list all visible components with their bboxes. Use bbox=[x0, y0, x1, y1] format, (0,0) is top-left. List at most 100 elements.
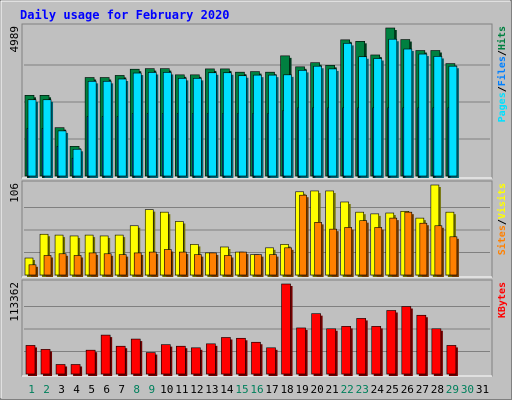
day-label: 16 bbox=[250, 383, 263, 396]
panel-legend: KBytes bbox=[497, 282, 508, 318]
bar-kbytes bbox=[176, 345, 186, 375]
chart-title: Daily usage for February 2020 bbox=[20, 8, 230, 22]
bar-sites bbox=[344, 227, 352, 276]
day-label: 21 bbox=[326, 383, 339, 396]
bar-sites bbox=[163, 249, 172, 276]
bar-kbytes bbox=[100, 334, 111, 375]
bar-sites bbox=[103, 253, 112, 276]
bar-sites bbox=[419, 222, 428, 276]
y-axis-max-label: 113362 bbox=[8, 282, 21, 322]
bar-pages bbox=[223, 72, 232, 177]
panel-visits-sites: 106 Sites/Visits bbox=[8, 180, 508, 278]
day-label: 6 bbox=[103, 383, 110, 396]
bar-pages bbox=[403, 48, 413, 177]
bar-kbytes bbox=[326, 328, 336, 375]
bar-pages bbox=[373, 58, 383, 177]
bar-kbytes bbox=[25, 345, 36, 375]
bar-sites bbox=[329, 228, 337, 276]
day-label: 17 bbox=[265, 383, 278, 396]
bar-kbytes bbox=[416, 314, 427, 375]
day-label: 14 bbox=[220, 383, 234, 396]
bar-kbytes bbox=[431, 328, 442, 375]
y-axis-max-label: 106 bbox=[8, 183, 21, 203]
bar-sites bbox=[224, 255, 232, 276]
bar-pages bbox=[178, 78, 187, 177]
x-axis-day-labels: 1 2 3 4 5 6 7 8 9 10 11 12 13 14 15 16 17 18 19 20 21 22 23 24 2… bbox=[28, 383, 489, 396]
bar-kbytes bbox=[341, 326, 351, 375]
day-label: 19 bbox=[295, 383, 308, 396]
bar-kbytes bbox=[191, 347, 201, 375]
bar-sites bbox=[28, 264, 37, 276]
bar-kbytes bbox=[251, 341, 261, 375]
bar-pages bbox=[238, 75, 247, 177]
day-label: 3 bbox=[58, 383, 65, 396]
bar-pages bbox=[448, 65, 458, 177]
bar-pages bbox=[253, 74, 262, 177]
bar-pages bbox=[132, 72, 142, 177]
bar-sites bbox=[133, 252, 142, 276]
legend-hits: Hits bbox=[496, 26, 508, 50]
bar-kbytes bbox=[40, 349, 51, 375]
bar-kbytes bbox=[55, 364, 66, 375]
bar-sites bbox=[118, 254, 127, 276]
bar-kbytes bbox=[130, 338, 141, 375]
day-label: 7 bbox=[118, 383, 125, 396]
bar-pages bbox=[328, 68, 337, 177]
bar-kbytes bbox=[236, 337, 246, 375]
bar-pages bbox=[42, 99, 52, 177]
bar-pages bbox=[268, 74, 277, 177]
day-label: 26 bbox=[401, 383, 414, 396]
day-label: 20 bbox=[311, 383, 324, 396]
bar-kbytes bbox=[401, 306, 412, 375]
bar-sites bbox=[209, 252, 217, 276]
panel-legend: Sites/Visits bbox=[496, 183, 508, 255]
bar-pages bbox=[283, 74, 292, 177]
panel-legend: Pages/Files/Hits bbox=[496, 26, 508, 122]
day-label: 30 bbox=[461, 383, 474, 396]
day-label: 18 bbox=[280, 383, 293, 396]
day-label: 28 bbox=[431, 383, 444, 396]
bar-pages bbox=[313, 65, 322, 177]
day-label: 22 bbox=[341, 383, 354, 396]
day-label: 13 bbox=[205, 383, 218, 396]
bar-sites bbox=[449, 236, 458, 276]
bar-pages bbox=[162, 72, 172, 177]
bar-pages bbox=[27, 99, 37, 177]
bar-pages bbox=[117, 78, 127, 177]
bar-kbytes bbox=[371, 326, 382, 375]
bar-sites bbox=[434, 225, 443, 276]
bar-kbytes bbox=[85, 349, 96, 375]
bar-kbytes bbox=[356, 318, 367, 375]
day-label: 27 bbox=[416, 383, 429, 396]
panel-kbytes: 113362 KBytes bbox=[8, 279, 508, 377]
legend-sites: Sites bbox=[496, 225, 508, 255]
bar-sites bbox=[239, 251, 247, 276]
bar-pages bbox=[418, 53, 428, 177]
bar-pages bbox=[358, 56, 368, 177]
bar-sites bbox=[254, 254, 262, 276]
bar-kbytes bbox=[221, 337, 231, 375]
bar-pages bbox=[298, 70, 307, 177]
bar-pages bbox=[388, 38, 398, 177]
legend-separator: / bbox=[497, 50, 508, 56]
bar-pages bbox=[57, 130, 67, 177]
bar-sites bbox=[404, 211, 413, 276]
day-label: 11 bbox=[175, 383, 188, 396]
bar-sites bbox=[73, 255, 82, 276]
bar-kbytes bbox=[115, 345, 126, 375]
bar-pages bbox=[193, 78, 202, 177]
legend-kbytes: KBytes bbox=[497, 282, 508, 318]
bar-sites bbox=[389, 217, 398, 276]
day-label: 10 bbox=[160, 383, 173, 396]
bar-sites bbox=[314, 222, 322, 276]
chart-panels: 4989Pages/Files/Hits106Sites/Visits11336… bbox=[8, 23, 508, 377]
bar-pages bbox=[102, 81, 112, 177]
day-label: 23 bbox=[356, 383, 369, 396]
legend-visits: Visits bbox=[496, 183, 508, 219]
day-label: 29 bbox=[446, 383, 459, 396]
bar-sites bbox=[194, 254, 202, 276]
bar-kbytes bbox=[266, 347, 276, 375]
legend-files: Files bbox=[496, 56, 508, 86]
day-label: 9 bbox=[148, 383, 155, 396]
